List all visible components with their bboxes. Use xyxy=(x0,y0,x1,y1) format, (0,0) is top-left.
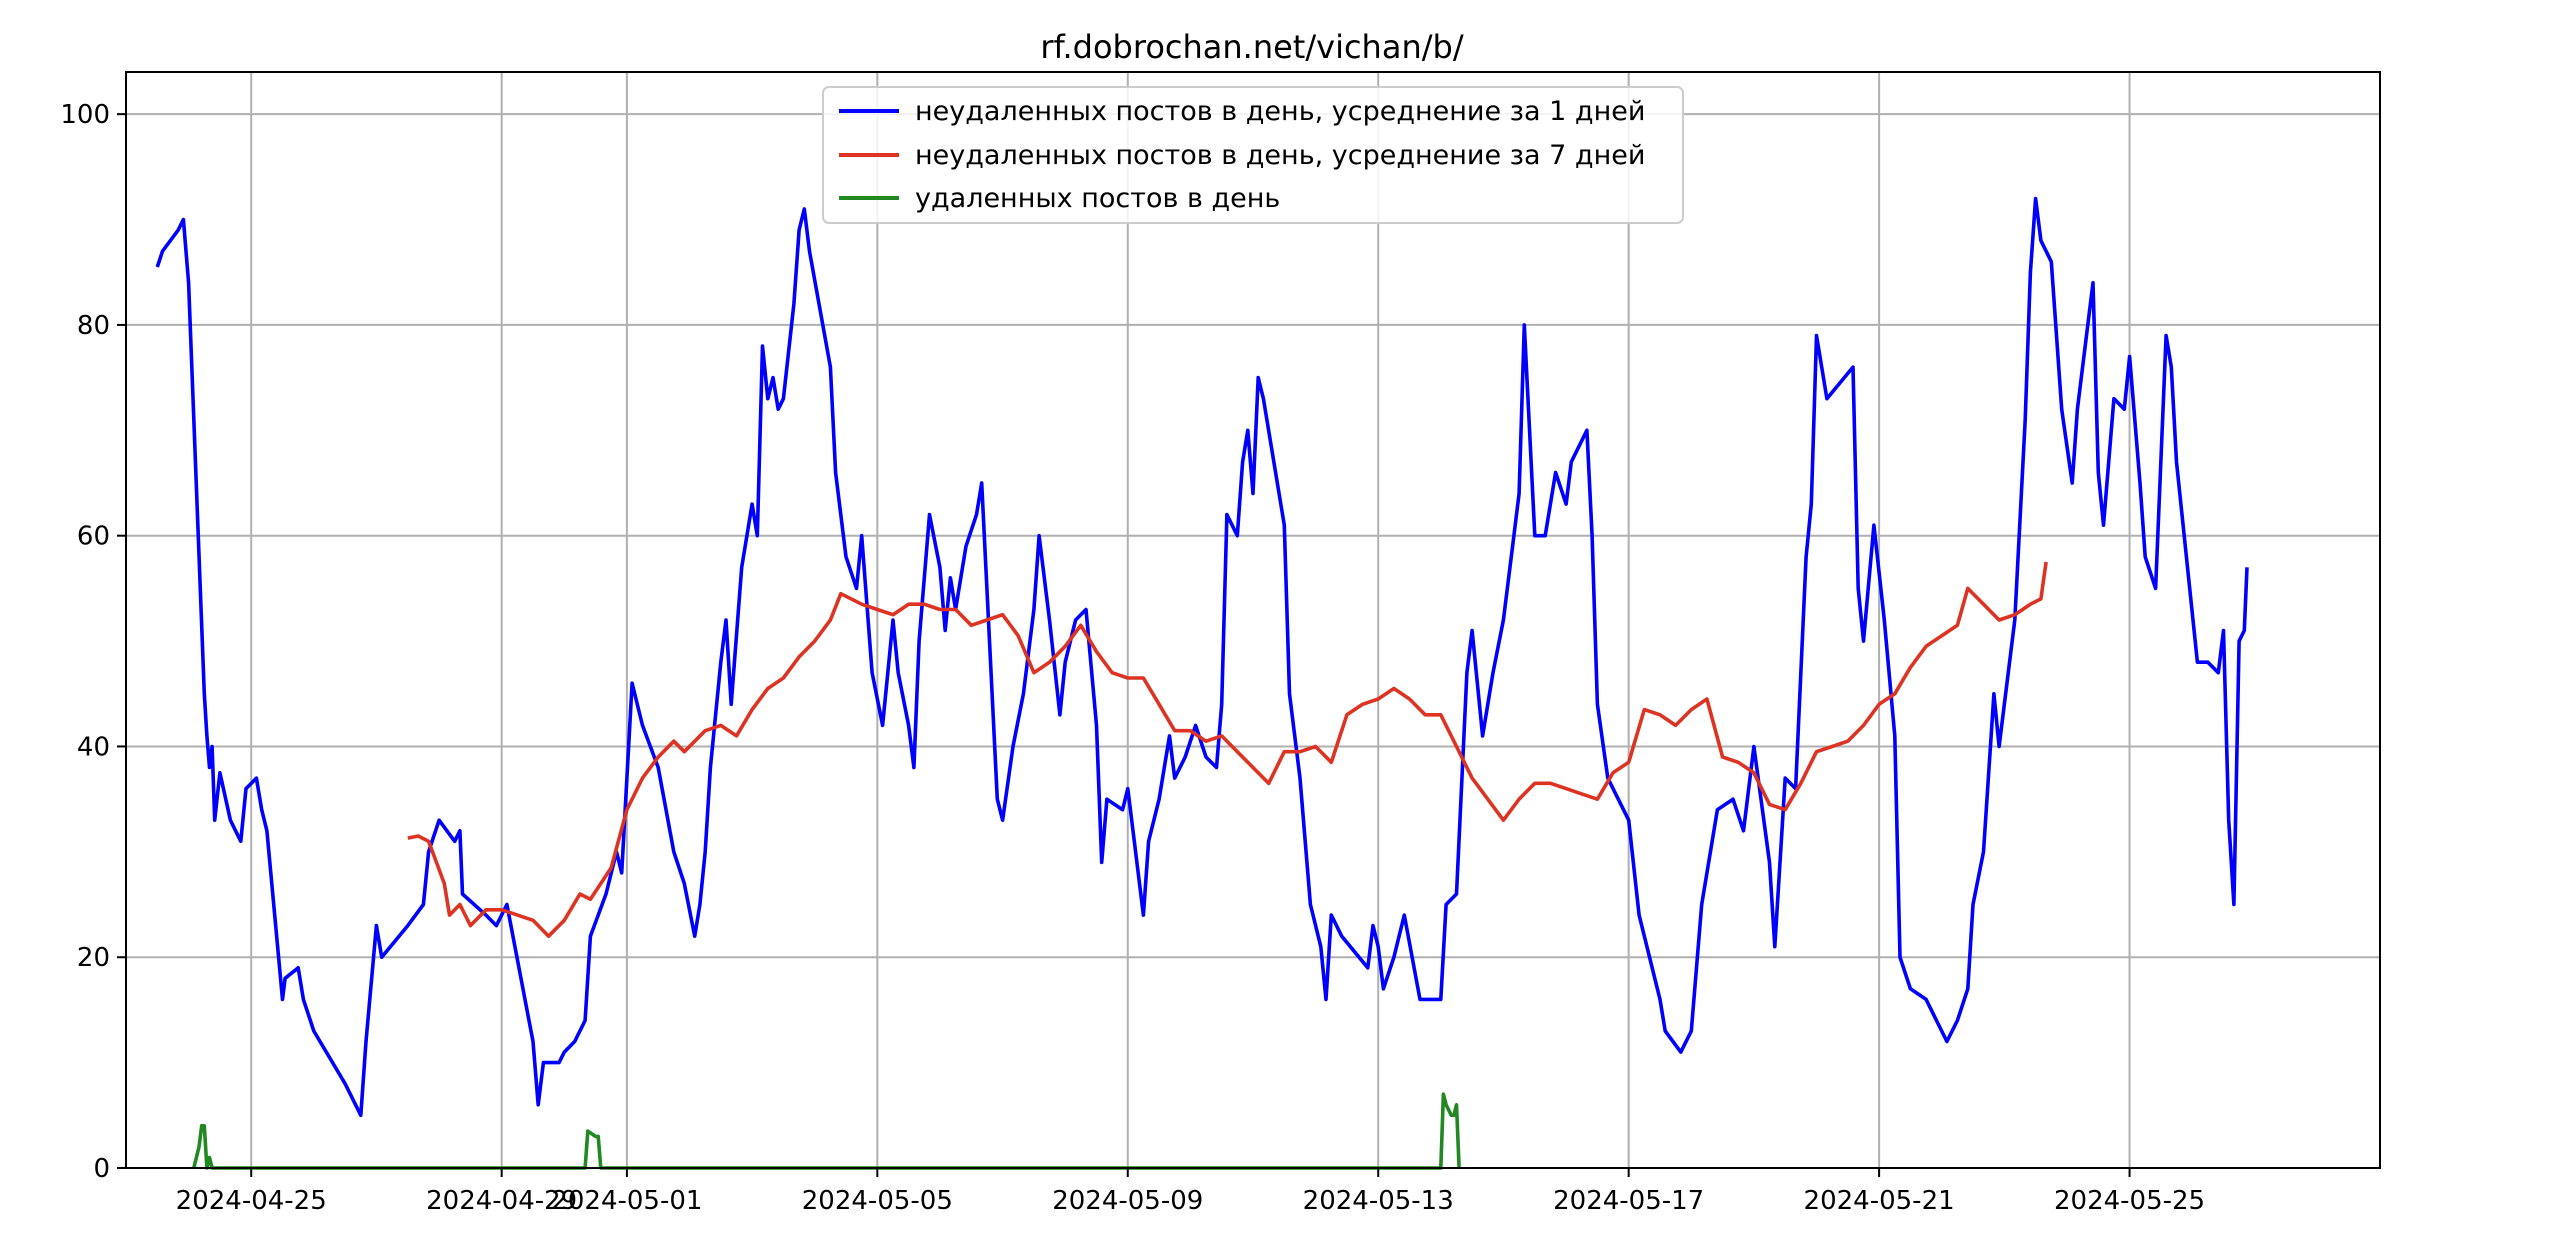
legend-label-unremoved-7day: неудаленных постов в день, усреднение за… xyxy=(915,140,1645,171)
y-tick-label: 100 xyxy=(60,100,110,130)
plot-frame xyxy=(125,71,2381,1169)
y-tick-label: 0 xyxy=(93,1154,110,1184)
y-axis: 0 20 40 60 80 100 xyxy=(60,100,126,1184)
x-tick-label: 2024-05-05 xyxy=(802,1186,953,1216)
legend-label-removed: удаленных постов в день xyxy=(915,183,1280,214)
series-line-unremoved-7day xyxy=(407,561,2048,938)
y-tick-label: 40 xyxy=(77,732,110,762)
x-tick-label: 2024-05-17 xyxy=(1553,1186,1704,1216)
legend-label-unremoved-1day: неудаленных постов в день, усреднение за… xyxy=(915,96,1645,127)
x-tick-label: 2024-05-13 xyxy=(1303,1186,1454,1216)
chart-title: rf.dobrochan.net/vichan/b/ xyxy=(1040,28,1463,66)
x-tick-label: 2024-05-09 xyxy=(1052,1186,1203,1216)
x-tick-label: 2024-05-25 xyxy=(2054,1186,2205,1216)
x-tick-label: 2024-05-21 xyxy=(1804,1186,1955,1216)
legend: неудаленных постов в день, усреднение за… xyxy=(822,86,1684,224)
y-tick-label: 60 xyxy=(77,522,110,552)
y-tick-label: 20 xyxy=(77,943,110,973)
series-line-unremoved-1day xyxy=(155,196,2249,1118)
x-tick-label: 2024-04-29 xyxy=(426,1186,577,1216)
x-tick-label: 2024-05-01 xyxy=(551,1186,702,1216)
legend-box xyxy=(822,86,1684,224)
series-layer xyxy=(155,196,2249,1170)
x-tick-label: 2024-04-25 xyxy=(176,1186,327,1216)
y-tick-label: 80 xyxy=(77,311,110,341)
series-line-removed xyxy=(192,1092,1461,1170)
